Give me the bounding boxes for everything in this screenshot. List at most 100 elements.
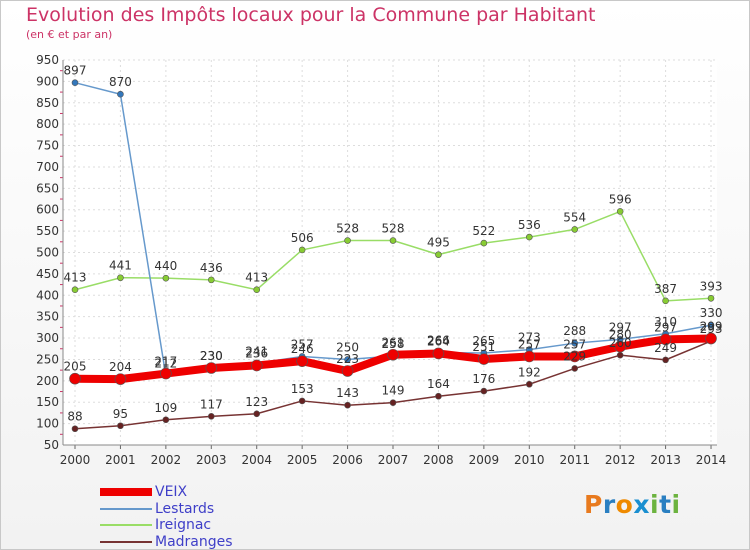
data-point-ireignac: [117, 274, 124, 282]
data-label-madranges: 149: [382, 384, 405, 398]
data-point-madranges: [253, 410, 261, 418]
data-label-ireignac: 536: [518, 218, 541, 232]
data-label-ireignac: 387: [654, 282, 677, 296]
data-label-ireignac: 528: [336, 222, 359, 236]
data-point-veix: [114, 373, 127, 385]
data-point-lestards: [71, 79, 79, 86]
chart-subtitle: (en € et par an): [26, 28, 113, 41]
x-tick-label: 2005: [287, 453, 318, 467]
data-point-veix: [341, 365, 354, 377]
data-point-madranges: [525, 380, 533, 388]
data-label-veix: 280: [609, 328, 632, 342]
proxiti-logo: Proxiti: [584, 490, 681, 519]
x-tick-label: 2004: [241, 453, 272, 467]
data-point-ireignac: [616, 208, 624, 215]
data-point-lestards: [344, 356, 351, 363]
logo-letter: o: [615, 490, 634, 519]
data-label-ireignac: 413: [64, 271, 87, 285]
data-label-veix: 251: [472, 340, 495, 354]
data-label-veix: 299: [700, 319, 723, 333]
y-tick-label: 800: [36, 117, 59, 131]
data-point-veix: [568, 350, 581, 363]
data-label-veix: 246: [291, 342, 314, 356]
data-label-ireignac: 554: [563, 210, 586, 224]
data-label-veix: 204: [109, 360, 132, 374]
data-label-madranges: 249: [654, 341, 677, 355]
data-label-lestards: 870: [109, 75, 132, 89]
x-tick-label: 2012: [605, 453, 636, 467]
y-tick-label: 250: [36, 352, 59, 366]
chart-title: Evolution des Impôts locaux pour la Comm…: [26, 4, 596, 26]
x-tick-label: 2009: [469, 453, 500, 467]
data-label-lestards: 241: [245, 344, 268, 358]
x-tick-label: 2003: [196, 453, 227, 467]
data-label-lestards: 265: [472, 334, 495, 348]
data-point-veix: [250, 359, 263, 372]
data-label-veix: 264: [427, 334, 450, 348]
data-label-lestards: 310: [654, 315, 677, 329]
data-point-madranges: [616, 351, 624, 359]
data-label-ireignac: 413: [245, 271, 268, 285]
y-tick-label: 750: [36, 139, 59, 153]
data-point-ireignac: [707, 294, 715, 302]
x-tick-label: 2002: [151, 453, 182, 467]
data-point-madranges: [571, 365, 579, 372]
data-point-ireignac: [662, 297, 669, 305]
data-point-madranges: [662, 356, 669, 364]
logo-letter: x: [633, 490, 650, 519]
data-point-veix: [296, 355, 308, 367]
data-point-veix: [387, 348, 399, 361]
data-point-veix: [659, 333, 672, 346]
data-label-madranges: 143: [336, 386, 359, 400]
data-point-madranges: [162, 416, 170, 424]
data-point-veix: [205, 362, 218, 374]
data-label-ireignac: 393: [700, 279, 723, 293]
data-label-madranges: 192: [518, 365, 541, 379]
data-point-ireignac: [253, 286, 261, 294]
data-label-madranges: 164: [427, 377, 450, 391]
x-tick-label: 2006: [332, 453, 363, 467]
data-label-madranges: 109: [154, 401, 177, 415]
data-point-lestards: [707, 321, 715, 329]
x-tick-label: 2001: [105, 453, 136, 467]
data-label-ireignac: 495: [427, 236, 450, 250]
y-tick-label: 350: [36, 310, 59, 324]
data-label-madranges: 260: [609, 336, 632, 350]
data-point-ireignac: [162, 274, 170, 282]
data-label-madranges: 95: [113, 407, 128, 421]
y-tick-label: 550: [36, 224, 59, 238]
data-point-lestards: [571, 339, 579, 347]
y-tick-label: 450: [36, 267, 59, 281]
legend-swatch: [100, 524, 152, 526]
x-tick-label: 2013: [650, 453, 681, 467]
data-label-veix: 261: [382, 336, 405, 350]
data-label-ireignac: 596: [609, 192, 632, 206]
data-label-madranges: 123: [245, 395, 268, 409]
x-tick-label: 2014: [696, 453, 727, 467]
y-tick-label: 400: [36, 288, 59, 302]
data-label-ireignac: 522: [472, 224, 495, 238]
data-point-ireignac: [435, 251, 442, 258]
data-point-veix: [432, 347, 445, 360]
data-point-veix: [523, 350, 536, 363]
data-label-veix: 230: [200, 349, 223, 363]
data-label-lestards: 266: [427, 334, 450, 348]
x-tick-label: 2011: [559, 453, 590, 467]
data-point-ireignac: [344, 237, 351, 244]
y-tick-label: 500: [36, 246, 59, 260]
x-tick-label: 2000: [60, 453, 91, 467]
data-label-ireignac: 440: [154, 259, 177, 273]
data-label-madranges: 153: [291, 382, 314, 396]
data-point-ireignac: [298, 246, 306, 254]
data-point-veix: [705, 332, 717, 345]
data-label-veix: 205: [64, 360, 87, 374]
data-point-ireignac: [480, 239, 488, 247]
legend-swatch: [100, 488, 152, 496]
data-label-veix: 257: [563, 337, 586, 351]
data-point-veix: [69, 372, 81, 385]
data-label-lestards: 250: [336, 340, 359, 354]
data-point-madranges: [435, 392, 442, 400]
data-point-veix: [160, 367, 172, 380]
data-label-madranges: 229: [563, 349, 586, 363]
logo-letter: i: [671, 490, 681, 519]
